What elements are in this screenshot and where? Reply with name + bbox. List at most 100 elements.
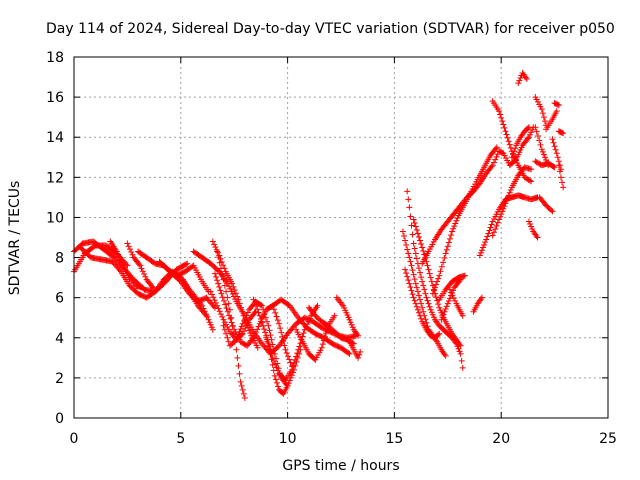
data-point [242, 315, 249, 322]
data-point [433, 294, 440, 301]
data-point [277, 325, 284, 332]
data-point [407, 213, 414, 220]
data-point [420, 282, 427, 289]
data-point [488, 163, 495, 170]
data-point [348, 321, 355, 328]
data-point [550, 163, 557, 170]
data-point [240, 390, 247, 397]
data-point [412, 250, 419, 257]
data-point [262, 329, 269, 336]
data-point [268, 356, 275, 363]
data-point [409, 291, 416, 298]
data-point [246, 327, 253, 334]
data-point [457, 276, 464, 283]
data-point [115, 251, 122, 258]
data-point [445, 239, 452, 246]
data-point [526, 177, 533, 184]
data-point [220, 262, 227, 269]
y-tick-label: 8 [55, 251, 64, 267]
data-point [137, 262, 144, 269]
data-point [493, 222, 500, 229]
data-point [306, 315, 313, 322]
data-point [429, 311, 436, 318]
data-point [274, 383, 281, 390]
data-point [423, 294, 430, 301]
data-point [296, 343, 303, 350]
data-point [408, 262, 415, 269]
data-point [284, 382, 291, 389]
data-point [549, 208, 556, 215]
axis-ticks [73, 56, 609, 419]
data-point [346, 316, 353, 323]
data-point [263, 334, 270, 341]
data-point [251, 299, 258, 306]
data-point [424, 262, 431, 269]
data-point [236, 328, 243, 335]
data-point [401, 232, 408, 239]
data-point [247, 330, 254, 337]
data-point [424, 297, 431, 304]
data-point [126, 246, 133, 253]
data-point [203, 311, 210, 318]
data-point [417, 296, 424, 303]
data-point [138, 265, 145, 272]
data-point [434, 278, 441, 285]
data-point [265, 342, 272, 349]
data-point [505, 138, 512, 145]
data-point [502, 128, 509, 135]
data-point [251, 310, 258, 317]
data-point [422, 290, 429, 297]
data-point [509, 151, 516, 158]
data-point [523, 76, 530, 83]
data-point [436, 330, 443, 337]
data-point [414, 306, 421, 313]
data-points [71, 70, 567, 401]
data-point [503, 131, 510, 138]
data-point [537, 141, 544, 148]
data-point [257, 316, 264, 323]
data-point [405, 196, 412, 203]
data-point [209, 238, 216, 245]
data-point [528, 129, 535, 136]
data-point [435, 331, 442, 338]
data-point [528, 166, 535, 173]
data-point [505, 192, 512, 199]
data-point [274, 317, 281, 324]
data-point [497, 111, 504, 118]
data-point [483, 236, 490, 243]
data-point [484, 233, 491, 240]
data-point [305, 318, 312, 325]
data-point [234, 293, 241, 300]
data-point [224, 294, 231, 301]
data-point [506, 141, 513, 148]
data-point [289, 363, 296, 370]
data-point [528, 178, 535, 185]
data-point [457, 342, 464, 349]
data-point [489, 162, 496, 169]
data-point [415, 265, 422, 272]
data-point [458, 357, 465, 364]
data-point [288, 372, 295, 379]
data-point [455, 345, 462, 352]
data-point [450, 287, 457, 294]
data-point [408, 287, 415, 294]
data-point [459, 364, 466, 371]
data-point [236, 300, 243, 307]
data-point [239, 320, 246, 327]
data-point [548, 207, 555, 214]
data-point [210, 303, 217, 310]
data-point [517, 75, 524, 82]
data-point [511, 148, 518, 155]
data-point [267, 350, 274, 357]
data-point [413, 303, 420, 310]
y-tick-label: 12 [46, 170, 64, 186]
data-point [534, 133, 541, 140]
data-point [439, 314, 446, 321]
data-point [425, 266, 432, 273]
data-point [237, 326, 244, 333]
data-point [139, 268, 146, 275]
data-point [415, 309, 422, 316]
x-tick-label: 25 [599, 431, 617, 447]
data-point [485, 230, 492, 237]
data-point [113, 248, 120, 255]
